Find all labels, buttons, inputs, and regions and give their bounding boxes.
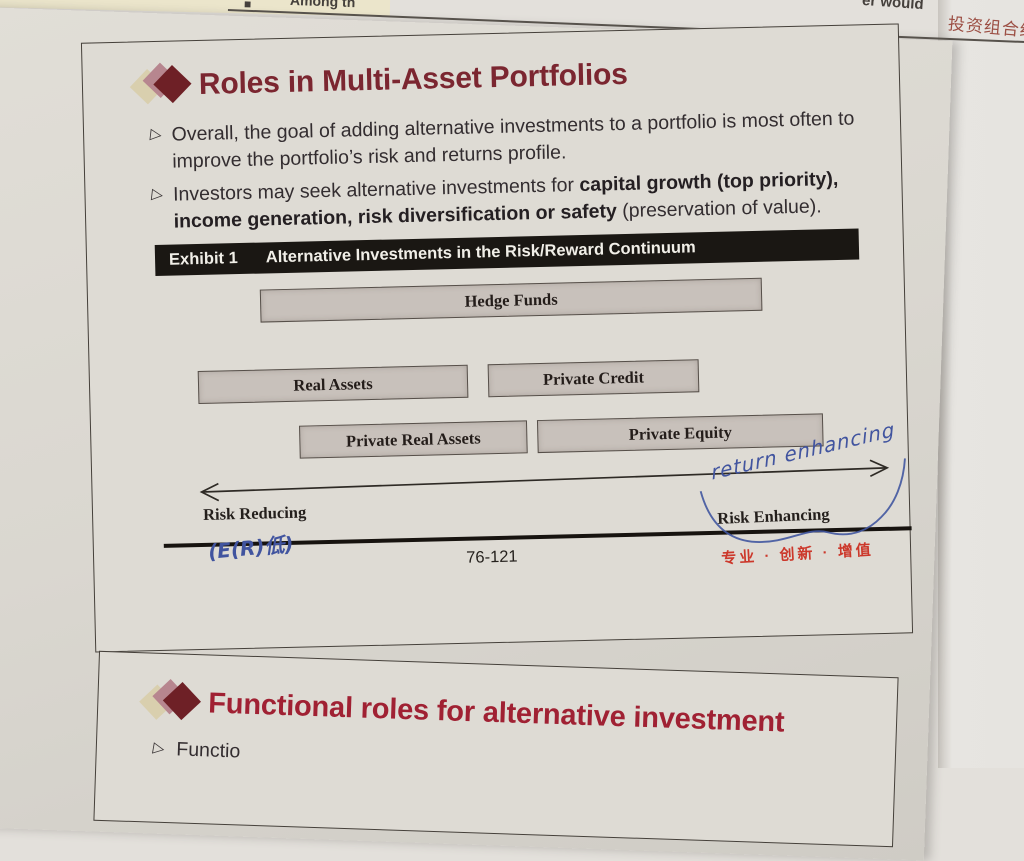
slide1-title-row: Roles in Multi-Asset Portfolios xyxy=(129,45,865,110)
brand-slogan: 专业 · 创新 · 增值 xyxy=(721,541,875,568)
slide1-bullets: ▷ Overall, the goal of adding alternativ… xyxy=(148,105,866,235)
slide1-title: Roles in Multi-Asset Portfolios xyxy=(198,57,629,101)
background-text-fragment-right: er would xyxy=(861,0,925,14)
bullet-item: ▷ Investors may seek alternative investm… xyxy=(149,165,866,235)
diamond-cluster-icon xyxy=(129,61,192,110)
box-private-real-assets: Private Real Assets xyxy=(299,420,528,459)
adjacent-page-edge xyxy=(938,0,1024,768)
risk-reward-continuum-diagram: Hedge Funds Real Assets Private Credit P… xyxy=(159,258,917,564)
slide-functional-roles: Functional roles for alternative investm… xyxy=(93,650,899,848)
slide2-bullet-partial-text: Functio xyxy=(175,738,241,763)
blue-pen-stroke xyxy=(699,458,906,543)
double-headed-arrow xyxy=(199,459,890,502)
box-real-assets: Real Assets xyxy=(197,364,469,405)
bullet2-post: (preservation of value). xyxy=(616,194,822,222)
bullet-arrow-icon: ▷ xyxy=(150,185,164,204)
axis-label-risk-reducing: Risk Reducing xyxy=(202,502,307,525)
slide-roles-in-multi-asset-portfolios: Roles in Multi-Asset Portfolios ▷ Overal… xyxy=(80,23,914,653)
box-private-credit: Private Credit xyxy=(487,359,700,398)
bullet2-text: Investors may seek alternative investmen… xyxy=(173,165,867,234)
exhibit-title: Alternative Investments in the Risk/Rewa… xyxy=(265,238,696,267)
bullet-item: ▷ Overall, the goal of adding alternativ… xyxy=(148,105,865,175)
bullet-arrow-icon: ▷ xyxy=(149,125,163,144)
exhibit-label: Exhibit 1 xyxy=(168,249,239,269)
bullet-arrow-icon: ▷ xyxy=(151,738,166,758)
diamond-cluster-icon xyxy=(139,677,201,727)
page-number: 76-121 xyxy=(466,547,518,567)
bullet1-text: Overall, the goal of adding alternative … xyxy=(171,107,855,173)
bullet2-pre: Investors may seek alternative investmen… xyxy=(172,174,580,206)
slide2-title: Functional roles for alternative investm… xyxy=(207,686,785,739)
